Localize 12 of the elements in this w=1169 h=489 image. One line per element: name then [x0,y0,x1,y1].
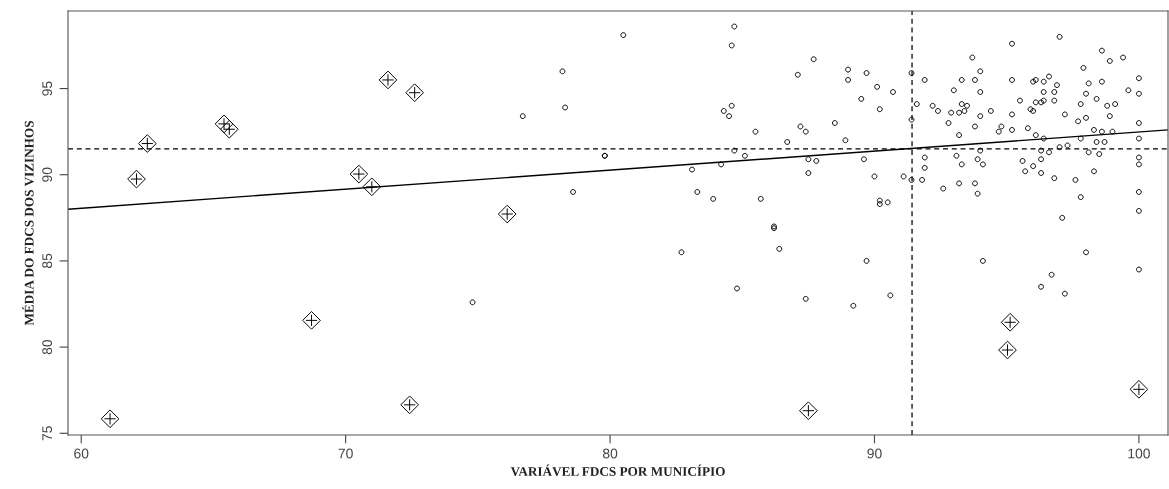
y-axis-title: MÉDIA DO FDCS DOS VIZINHOS [22,121,34,326]
x-tick-label: 70 [338,448,353,459]
y-tick-label: 95 [42,81,53,96]
x-tick-label: 60 [74,448,89,459]
y-tick-label: 75 [42,426,53,441]
x-axis-title: VARIÁVEL FDCS POR MUNICÍPIO [510,464,725,477]
x-tick-label: 100 [1128,448,1150,459]
y-tick-label: 90 [42,167,53,182]
x-tick-label: 80 [602,448,618,459]
y-tick-label: 85 [42,253,53,269]
y-tick-label: 80 [42,339,53,355]
x-tick-label: 90 [867,448,882,459]
